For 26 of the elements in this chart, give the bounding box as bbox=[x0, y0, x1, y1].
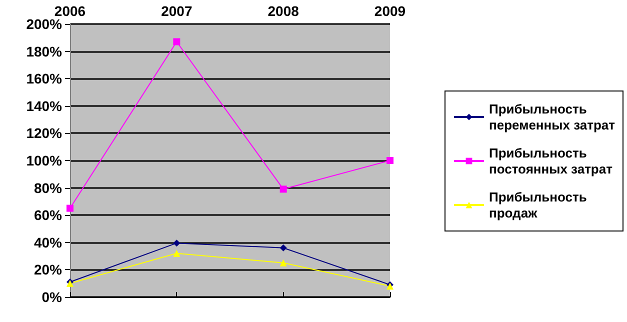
y-tick-label: 160% bbox=[26, 70, 63, 87]
y-tick-label: 120% bbox=[26, 125, 63, 142]
y-tick-label: 200% bbox=[26, 16, 63, 32]
y-tick-label: 100% bbox=[26, 152, 63, 168]
x-tick-label: 2009 bbox=[374, 3, 406, 19]
point bbox=[173, 240, 180, 247]
y-tick-label: 40% bbox=[34, 234, 63, 250]
point bbox=[386, 157, 394, 164]
point bbox=[280, 259, 287, 266]
legend-label: Прибыльность постоянных затрат bbox=[489, 146, 612, 176]
point bbox=[173, 38, 180, 46]
y-tick-label: 80% bbox=[34, 180, 63, 196]
y-tick-label: 60% bbox=[34, 207, 63, 224]
x-tick-label: 2006 bbox=[54, 3, 86, 19]
point bbox=[173, 250, 180, 257]
y-tick-label: 140% bbox=[26, 98, 63, 114]
legend-label: Прибыльность переменных затрат bbox=[489, 102, 616, 132]
point bbox=[280, 186, 287, 193]
point bbox=[66, 204, 74, 212]
x-tick-label: 2007 bbox=[161, 3, 192, 19]
y-tick-label: 0% bbox=[42, 289, 63, 305]
point bbox=[280, 244, 287, 252]
y-tick-label: 180% bbox=[26, 43, 63, 60]
x-tick-label: 2008 bbox=[268, 3, 300, 19]
legend-label: Прибыльность продаж bbox=[489, 190, 587, 220]
y-tick-label: 20% bbox=[34, 262, 63, 278]
